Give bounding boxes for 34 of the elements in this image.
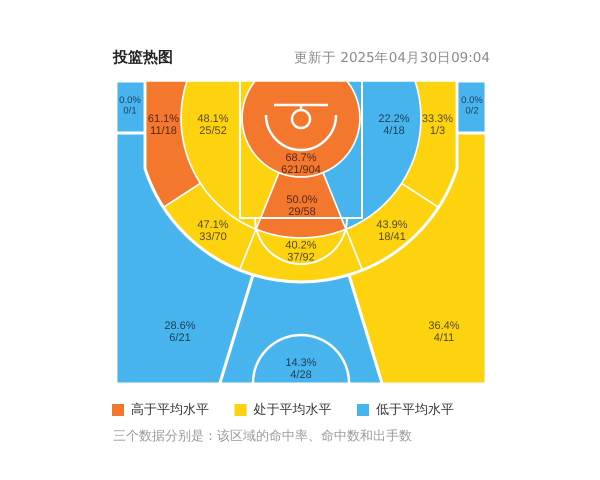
- data-label: 40.2%: [285, 240, 317, 252]
- category-label: 4/11: [434, 332, 454, 344]
- category-label: 4/28: [290, 369, 312, 381]
- category-label: 0/2: [465, 105, 479, 116]
- data-label: 36.4%: [428, 320, 460, 332]
- legend-label: 高于平均水平: [131, 402, 209, 418]
- category-label: 18/41: [378, 231, 406, 243]
- data-label: 33.3%: [422, 113, 454, 125]
- data-label: 61.1%: [148, 113, 180, 125]
- text: 更新于 2025年04月30日09:04: [294, 50, 490, 66]
- legend-label: 处于平均水平: [254, 402, 332, 418]
- data-label: 50.0%: [286, 194, 318, 206]
- data-label: 48.1%: [197, 113, 229, 125]
- category-label: 621/904: [281, 164, 321, 176]
- legend-label: 低于平均水平: [376, 402, 454, 418]
- category-label: 6/21: [169, 332, 191, 344]
- category-label: 25/52: [199, 125, 227, 137]
- data-label: 28.6%: [164, 320, 196, 332]
- data-label: 0.0%: [461, 94, 484, 106]
- category-label: 33/70: [199, 231, 227, 243]
- category-label: 4/18: [383, 125, 405, 137]
- category-label: 1/3: [430, 125, 446, 137]
- data-label: 68.7%: [285, 152, 317, 164]
- data-label: 14.3%: [285, 357, 317, 369]
- category-label: 37/92: [287, 252, 315, 264]
- category-label: 11/18: [150, 125, 177, 137]
- data-label: 47.1%: [197, 219, 229, 231]
- text: 三个数据分别是：该区域的命中率、命中数和出手数: [113, 428, 412, 444]
- category-label: 29/58: [288, 206, 316, 218]
- data-label: 0.0%: [119, 94, 142, 106]
- data-label: 22.2%: [378, 113, 410, 125]
- category-label: 0/1: [123, 105, 137, 116]
- data-label: 43.9%: [376, 219, 408, 231]
- text: 投篮热图: [112, 48, 173, 66]
